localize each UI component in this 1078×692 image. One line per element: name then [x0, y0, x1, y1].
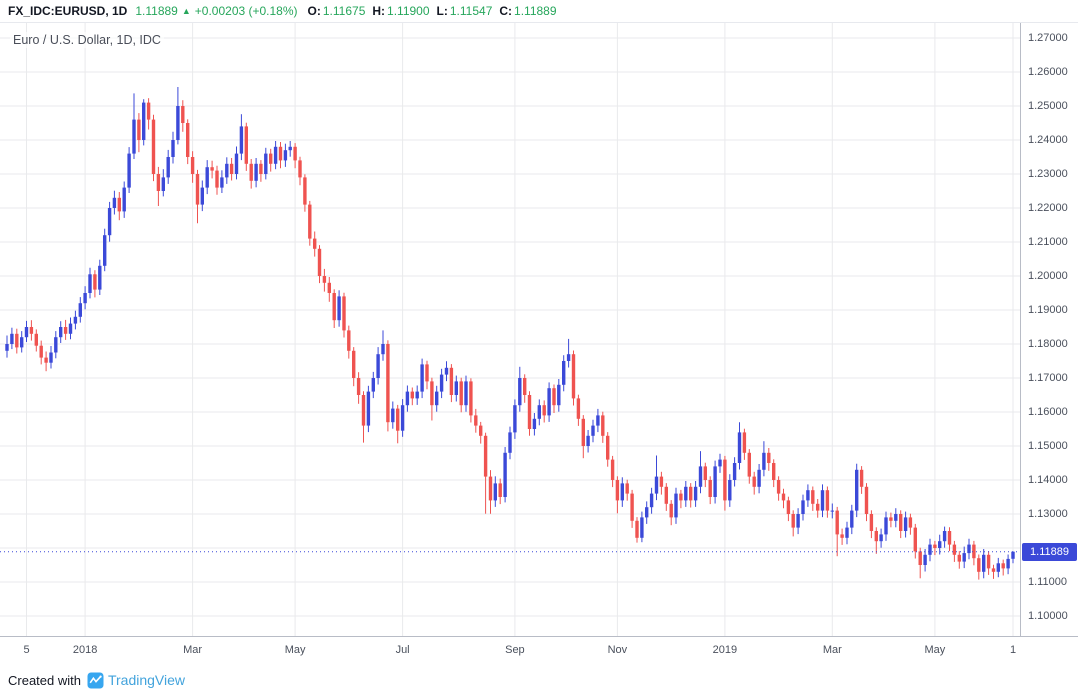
current-price-badge: 1.11889 — [1022, 542, 1077, 561]
footer: Created with TradingView — [0, 668, 1078, 692]
price-tick-label: 1.26000 — [1028, 66, 1068, 78]
price-tick-label: 1.17000 — [1028, 372, 1068, 384]
last-price: 1.11889 — [135, 4, 178, 18]
price-change: +0.00203 (+0.18%) — [194, 4, 298, 18]
tradingview-logo-icon — [87, 672, 104, 688]
tradingview-logo[interactable]: TradingView — [87, 672, 185, 689]
time-tick-label: May — [924, 644, 946, 656]
time-tick-label: May — [284, 644, 306, 656]
open-field: O: 1.11675 — [308, 4, 366, 18]
time-tick-label: Nov — [607, 644, 628, 656]
symbol-title[interactable]: FX_IDC:EURUSD, 1D — [8, 4, 128, 18]
price-tick-label: 1.22000 — [1028, 202, 1068, 214]
price-tick-label: 1.11000 — [1028, 576, 1067, 588]
chart-legend[interactable]: Euro / U.S. Dollar, 1D, IDC — [10, 32, 164, 48]
time-tick-label: 5 — [23, 644, 30, 656]
low-label: L: — [436, 4, 448, 18]
time-axis[interactable]: 5 2018 Mar May Jul Sep Nov 2019 Mar May 1 — [0, 636, 1078, 669]
symbol-info-bar: FX_IDC:EURUSD, 1D 1.11889 ▲ +0.00203 (+0… — [0, 0, 1078, 22]
high-field: H: 1.11900 — [372, 4, 429, 18]
price-tick-label: 1.10000 — [1028, 610, 1068, 622]
created-with-text: Created with — [8, 672, 81, 688]
close-value: 1.11889 — [514, 4, 557, 18]
time-tick-label: 2019 — [712, 644, 738, 656]
open-value: 1.11675 — [322, 4, 366, 18]
time-tick-label: Sep — [505, 644, 525, 656]
high-label: H: — [372, 4, 386, 18]
price-tick-label: 1.18000 — [1028, 338, 1068, 350]
time-tick-label: Mar — [183, 644, 203, 656]
time-tick-label: Jul — [395, 644, 410, 656]
time-tick-label: Mar — [822, 644, 842, 656]
high-value: 1.11900 — [387, 4, 430, 18]
close-field: C: 1.11889 — [499, 4, 556, 18]
chart-plot[interactable]: Euro / U.S. Dollar, 1D, IDC — [0, 23, 1020, 636]
price-tick-label: 1.15000 — [1028, 440, 1068, 452]
price-axis[interactable]: 1.11889 1.27000 1.26000 1.25000 1.24000 1.23… — [1020, 23, 1078, 636]
time-tick-label: 2018 — [72, 644, 98, 656]
price-tick-label: 1.25000 — [1028, 100, 1068, 112]
price-tick-label: 1.13000 — [1028, 508, 1068, 520]
current-price-badge-value: 1.11889 — [1030, 545, 1069, 558]
price-tick-label: 1.16000 — [1028, 406, 1068, 418]
price-tick-label: 1.21000 — [1028, 236, 1068, 248]
chart-area: Euro / U.S. Dollar, 1D, IDC 1.11889 1.27… — [0, 22, 1078, 669]
close-label: C: — [499, 4, 513, 18]
price-tick-label: 1.20000 — [1028, 270, 1068, 282]
candlestick-chart[interactable] — [0, 23, 1020, 636]
price-tick-label: 1.27000 — [1028, 32, 1068, 44]
tradingview-wordmark: TradingView — [107, 672, 186, 688]
time-tick-label: 1 — [1009, 644, 1017, 656]
open-label: O: — [307, 4, 321, 18]
low-field: L: 1.11547 — [437, 4, 493, 18]
low-value: 1.11547 — [449, 4, 493, 18]
direction-up-icon: ▲ — [181, 6, 191, 16]
price-tick-label: 1.23000 — [1028, 168, 1068, 180]
price-tick-label: 1.19000 — [1028, 304, 1068, 316]
price-tick-label: 1.14000 — [1028, 474, 1068, 486]
price-tick-label: 1.24000 — [1028, 134, 1068, 146]
